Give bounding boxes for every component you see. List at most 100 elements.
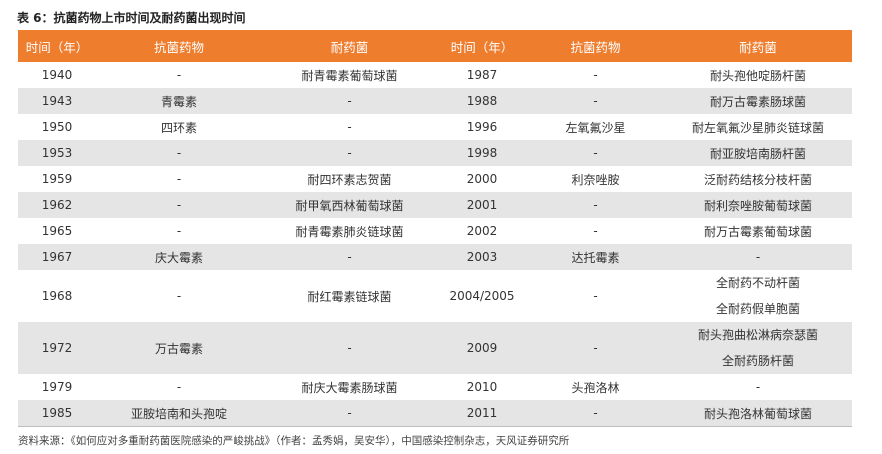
cell-drug-2: - [593,289,598,303]
cell-text: - [347,406,352,420]
cell-drug-1: - [176,68,182,82]
cell-year-1: 1962 [18,192,96,218]
cell-text: 耐万古霉素葡萄球菌 [703,224,812,239]
source-note: 资料来源：《如何应对多重耐药菌医院感染的严峻挑战》（作者：孟秀娟，吴安华），中国… [18,435,570,447]
cell-drug-2: 达托霉素 [527,244,664,270]
cell-resistant-2: 耐万古霉素葡萄球菌 [664,218,852,244]
cell-year-1: 1940 [41,68,73,82]
cell-drug-1: 四环素 [160,120,197,135]
cell-text: - [347,146,352,160]
cell-resistant-2: 耐头孢洛林葡萄球菌 [664,400,852,427]
cell-year-1: 1959 [41,172,73,186]
table-row: 1985 亚胺培南和头孢啶 -2011- 耐头孢洛林葡萄球菌 [18,400,852,427]
cell-year-1: 1985 [18,400,96,427]
table-row: 1968 - 耐红霉素链球菌 2004/2005 - 全耐药不动杆菌 全耐药假单胞菌 [18,270,852,322]
cell-drug-2: 头孢洛林 [571,380,620,395]
cell-year-2: 2003 [437,244,527,270]
cell-text: - [755,250,761,264]
cell-text: 耐左氧氟沙星肺炎链球菌 [691,120,824,135]
cell-year-2: 1988 [437,88,527,114]
cell-resistant-1: 耐红霉素链球菌 [262,270,437,322]
cell-year-1: 1953 [18,140,96,166]
cell-text: 耐青霉素肺炎链球菌 [295,224,404,239]
cell-resistant-1: 耐四环素志贺菌 [262,166,437,192]
table-title: 表 6：抗菌药物上市时间及耐药菌出现时间 [17,11,246,25]
table-row: 1950 四环素 - 1996 左氧氟沙星 耐左氧氟沙星肺炎链球菌 [18,114,852,140]
table-row: 1979 - 耐庆大霉素肠球菌 2010 头孢洛林 - [18,374,852,400]
cell-text: 耐亚胺培南肠杆菌 [709,146,806,161]
cell-resistant-2: 全耐药不动杆菌 全耐药假单胞菌 [664,270,852,322]
cell-resistant-1: - [262,88,437,114]
cell-text: 耐头孢洛林葡萄球菌 [703,406,812,421]
cell-text: 泛耐药结核分枝杆菌 [703,172,812,187]
cell-drug-1: 庆大霉素 [96,244,262,270]
cell-resistant-2: 耐左氧氟沙星肺炎链球菌 [664,114,852,140]
cell-year-2: 2000 [466,172,498,186]
header-resistant-1: 耐药菌 [262,30,437,62]
cell-resistant-2: 耐万古霉素肠球菌 [664,88,852,114]
cell-text: 耐利奈唑胺葡萄球菌 [703,198,812,213]
cell-year-1: 1979 [41,380,73,394]
cell-drug-1: 青霉素 [96,88,262,114]
header-year-2: 时间（年） [437,30,527,62]
cell-resistant-1: 耐青霉素葡萄球菌 [262,62,437,88]
cell-drug-2: 左氧氟沙星 [565,120,626,135]
cell-year-1: 1972 [18,322,96,374]
table-row: 1965 - 耐青霉素肺炎链球菌 2002 - 耐万古霉素葡萄球菌 [18,218,852,244]
cell-drug-2: - [593,224,598,238]
cell-text: 全耐药不动杆菌 [715,276,800,290]
antibiotic-resistance-table: 时间（年） 抗菌药物 耐药菌 时间（年） 抗菌药物 耐药菌 1940 - 耐青霉素葡… [18,30,852,427]
cell-year-1: 1943 [18,88,96,114]
cell-resistant-1: - [262,140,437,166]
cell-year-2: 2002 [466,224,498,238]
header-drug-2: 抗菌药物 [527,30,664,62]
header-year-1: 时间（年） [18,30,96,62]
cell-drug-1: - [176,224,182,238]
cell-resistant-1: - [262,322,437,374]
cell-text: 耐头孢曲松淋病奈瑟菌 [697,328,818,342]
cell-drug-1: - [96,192,262,218]
cell-drug-1: - [96,140,262,166]
table-row: 1959 - 耐四环素志贺菌 2000 利奈唑胺 泛耐药结核分枝杆菌 [18,166,852,192]
table-row: 1943 青霉素 -1988- 耐万古霉素肠球菌 [18,88,852,114]
cell-drug-2: - [527,322,664,374]
cell-resistant-1: 耐庆大霉素肠球菌 [262,374,437,400]
cell-drug-2: - [593,68,598,82]
cell-year-2: 1987 [466,68,498,82]
cell-resistant-1: - [262,114,437,140]
cell-year-1: 1950 [41,120,73,134]
cell-text: 耐四环素志贺菌 [307,172,392,187]
cell-drug-1: - [176,172,182,186]
cell-year-2: 1998 [437,140,527,166]
cell-resistant-1: 耐青霉素肺炎链球菌 [262,218,437,244]
header-drug-1: 抗菌药物 [96,30,262,62]
cell-resistant-2: 耐利奈唑胺葡萄球菌 [664,192,852,218]
cell-text: - [347,341,352,355]
cell-drug-1: - [176,380,182,394]
table-row: 1967 庆大霉素 - 2003 达托霉素 - [18,244,852,270]
table-row: 1940 - 耐青霉素葡萄球菌 1987 - 耐头孢他啶肠杆菌 [18,62,852,88]
cell-text: 耐万古霉素肠球菌 [709,94,806,109]
cell-year-2: 2009 [437,322,527,374]
cell-text: - [755,380,761,394]
cell-resistant-2: 耐头孢他啶肠杆菌 [664,62,852,88]
cell-text: 全耐药肠杆菌 [721,354,794,368]
cell-resistant-2: 耐头孢曲松淋病奈瑟菌 全耐药肠杆菌 [664,322,852,374]
cell-drug-1: - [176,289,182,303]
cell-resistant-2: 耐亚胺培南肠杆菌 [664,140,852,166]
cell-text: - [347,120,352,134]
cell-drug-1: 亚胺培南和头孢啶 [96,400,262,427]
cell-text: 耐红霉素链球菌 [307,289,392,304]
cell-drug-2: - [527,88,664,114]
cell-resistant-2: - [664,244,852,270]
cell-year-2: 2011 [437,400,527,427]
cell-year-2: 2004/2005 [449,289,515,303]
cell-text: 全耐药假单胞菌 [715,302,800,316]
cell-year-1: 1965 [41,224,73,238]
cell-resistant-2: - [664,374,852,400]
cell-year-2: 2010 [466,380,498,394]
header-resistant-2: 耐药菌 [664,30,852,62]
cell-text: 耐甲氧西林葡萄球菌 [295,198,404,213]
table-row: 1972 万古霉素 -2009- 耐头孢曲松淋病奈瑟菌 全耐药肠杆菌 [18,322,852,374]
cell-text: - [347,250,352,264]
